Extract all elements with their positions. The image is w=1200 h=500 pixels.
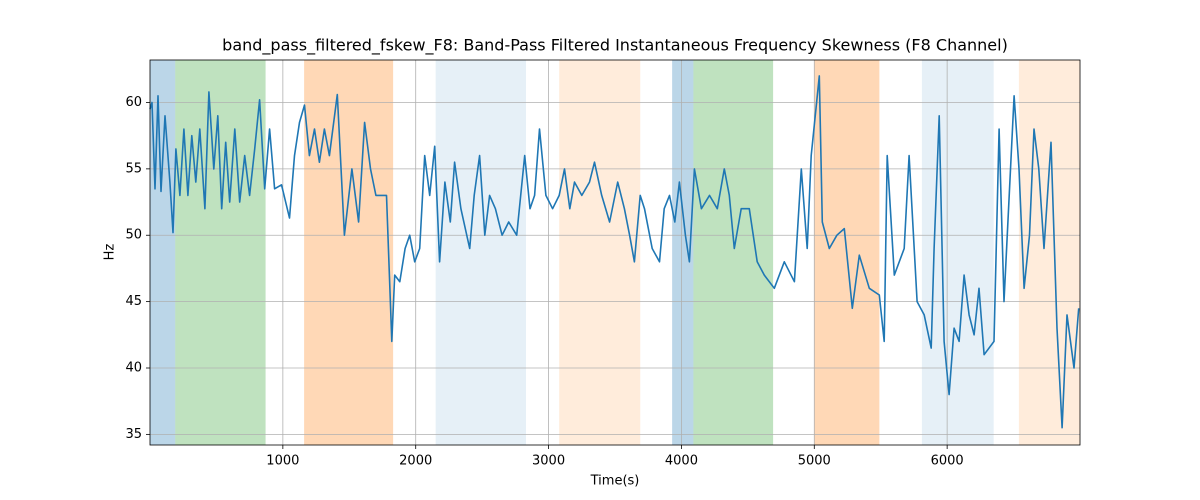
x-axis-label: Time(s): [590, 474, 640, 489]
shaded-span: [150, 60, 176, 445]
y-axis-label: Hz: [103, 244, 118, 261]
y-tick-label: 60: [125, 95, 142, 110]
shaded-span: [559, 60, 641, 445]
x-tick-label: 2000: [399, 454, 432, 469]
y-tick-label: 35: [125, 427, 142, 442]
y-tick-label: 45: [125, 294, 142, 309]
data-line: [149, 75, 1080, 429]
plot-frame: [149, 59, 1081, 446]
x-tick-label: 3000: [532, 454, 565, 469]
x-tick-label: 1000: [266, 454, 299, 469]
y-tick-label: 55: [125, 161, 142, 176]
shaded-span: [693, 60, 774, 445]
shaded-span: [1018, 60, 1080, 445]
chart-title: band_pass_filtered_fskew_F8: Band-Pass F…: [222, 36, 1008, 56]
x-tick-label: 4000: [665, 454, 698, 469]
shaded-span: [921, 60, 994, 445]
y-tick-label: 40: [125, 361, 142, 376]
shaded-span: [672, 60, 694, 445]
y-tick-label: 50: [125, 228, 142, 243]
shaded-span: [175, 60, 266, 445]
shaded-span: [435, 60, 526, 445]
shaded-span: [304, 60, 394, 445]
x-tick-label: 5000: [798, 454, 831, 469]
x-tick-label: 6000: [931, 454, 964, 469]
